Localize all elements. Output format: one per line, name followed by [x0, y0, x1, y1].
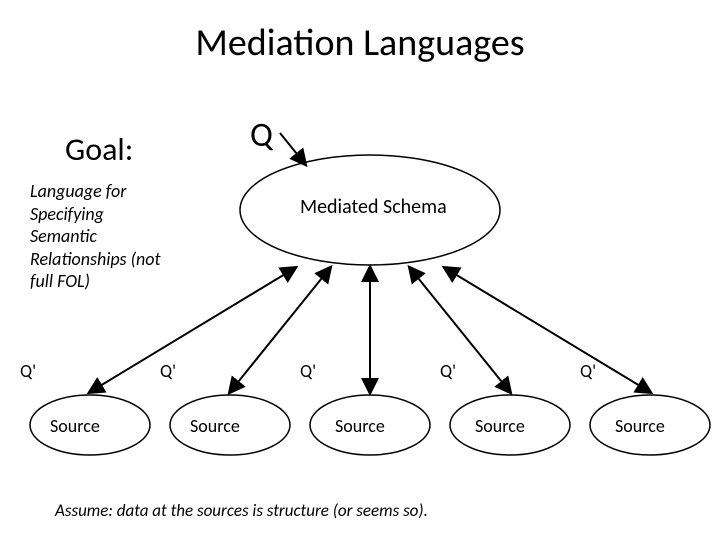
qprime-label-1: Q' [160, 360, 176, 382]
goal-heading: Goal: [65, 130, 133, 169]
source-label-4: Source [615, 415, 665, 437]
qprime-label-0: Q' [20, 360, 36, 382]
qprime-label-3: Q' [440, 360, 456, 382]
source-label-0: Source [50, 415, 100, 437]
goal-description: Language forSpecifyingSemanticRelationsh… [30, 180, 161, 293]
footnote: Assume: data at the sources is structure… [55, 500, 428, 521]
source-label-1: Source [190, 415, 240, 437]
qprime-label-2: Q' [300, 360, 316, 382]
qprime-label-4: Q' [580, 360, 596, 382]
source-label-2: Source [335, 415, 385, 437]
slide-title: Mediation Languages [0, 20, 720, 66]
query-label: Q [250, 115, 273, 156]
source-label-3: Source [475, 415, 525, 437]
mediated-schema-label: Mediated Schema [300, 195, 447, 219]
